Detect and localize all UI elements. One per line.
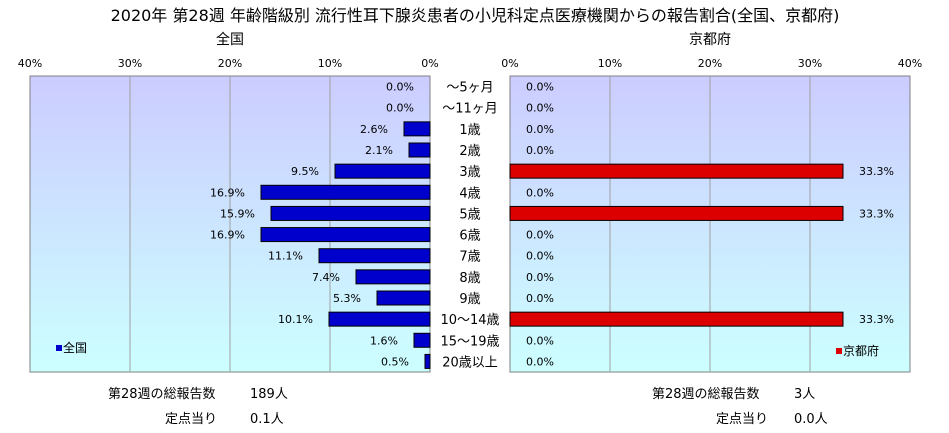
nation-bar (328, 311, 431, 327)
nation-legend: 全国 (56, 340, 87, 355)
kyoto-data-label: 0.0% (526, 123, 554, 136)
kyoto-per-value: 0.0人 (794, 412, 828, 427)
kyoto-data-label: 0.0% (526, 229, 554, 242)
kyoto-data-label: 0.0% (526, 186, 554, 199)
kyoto-bar (509, 205, 844, 221)
kyoto-legend: 京都府 (836, 343, 879, 358)
kyoto-tick-label: 40% (898, 57, 922, 70)
nation-tick-label: 10% (318, 57, 342, 70)
kyoto-data-label: 0.0% (526, 81, 554, 94)
kyoto-data-label: 0.0% (526, 250, 554, 263)
kyoto-bar (509, 163, 844, 179)
kyoto-data-label: 33.3% (859, 165, 894, 178)
kyoto-panel-title: 京都府 (689, 32, 731, 48)
nation-legend-label: 全国 (63, 340, 87, 355)
age-category-label: 7歳 (459, 250, 480, 265)
nation-tick-label: 40% (18, 57, 42, 70)
kyoto-tick-label: 0% (501, 57, 518, 70)
kyoto-data-label: 0.0% (526, 334, 554, 347)
kyoto-data-label: 0.0% (526, 102, 554, 115)
age-category-label: ～11ヶ月 (442, 102, 498, 117)
nation-data-label: 15.9% (220, 207, 255, 220)
kyoto-legend-swatch (836, 348, 842, 354)
nation-panel-title: 全国 (216, 31, 244, 48)
kyoto-data-label: 0.0% (526, 355, 554, 368)
age-category-label: 2歳 (459, 144, 480, 159)
kyoto-data-label: 0.0% (526, 292, 554, 305)
nation-total-label: 第28週の総報告数 (108, 387, 216, 402)
age-category-label: 1歳 (459, 123, 480, 138)
nation-bar (260, 227, 431, 243)
kyoto-data-label: 0.0% (526, 271, 554, 284)
age-category-label: 5歳 (459, 207, 480, 222)
age-category-label: ～5ヶ月 (446, 81, 493, 96)
nation-bar (413, 332, 431, 348)
nation-data-label: 0.5% (381, 355, 409, 368)
nation-data-label: 10.1% (278, 313, 313, 326)
kyoto-data-label: 0.0% (526, 144, 554, 157)
kyoto-per-label: 定点当り (716, 412, 768, 427)
age-category-label: 9歳 (459, 292, 480, 307)
nation-bar (408, 142, 431, 158)
nation-data-label: 0.0% (386, 102, 414, 115)
chart-title: 2020年 第28週 年齢階級別 流行性耳下腺炎患者の小児科定点医療機関からの報… (111, 6, 840, 25)
nation-legend-swatch (56, 345, 62, 351)
nation-tick-label: 30% (118, 57, 142, 70)
nation-bar (318, 248, 431, 264)
kyoto-tick-label: 30% (798, 57, 822, 70)
nation-tick-label: 0% (421, 57, 438, 70)
age-category-label: 20歳以上 (442, 355, 498, 370)
nation-bar (260, 184, 431, 200)
nation-per-label: 定点当り (165, 412, 217, 427)
age-category-label: 3歳 (459, 165, 480, 180)
kyoto-total-label: 第28週の総報告数 (652, 387, 760, 402)
nation-bar (270, 205, 431, 221)
kyoto-tick-label: 10% (598, 57, 622, 70)
kyoto-legend-label: 京都府 (843, 343, 879, 358)
kyoto-data-label: 33.3% (859, 313, 894, 326)
nation-per-value: 0.1人 (250, 412, 284, 427)
nation-data-label: 5.3% (333, 292, 361, 305)
nation-data-label: 2.1% (365, 144, 393, 157)
age-category-label: 4歳 (459, 186, 480, 201)
nation-data-label: 9.5% (291, 165, 319, 178)
nation-data-label: 2.6% (360, 123, 388, 136)
age-category-label: 8歳 (459, 271, 480, 286)
nation-bar (403, 121, 431, 137)
nation-bar (334, 163, 431, 179)
kyoto-tick-label: 20% (698, 57, 722, 70)
kyoto-total-value: 3人 (794, 387, 815, 402)
nation-data-label: 16.9% (210, 229, 245, 242)
nation-tick-label: 20% (218, 57, 242, 70)
nation-bar (355, 269, 431, 285)
kyoto-data-label: 33.3% (859, 207, 894, 220)
nation-bar (376, 290, 431, 306)
age-category-label: 6歳 (459, 229, 480, 244)
nation-data-label: 16.9% (210, 186, 245, 199)
nation-data-label: 0.0% (386, 81, 414, 94)
nation-data-label: 7.4% (312, 271, 340, 284)
kyoto-bar (509, 311, 844, 327)
age-category-label: 10～14歳 (440, 313, 499, 328)
nation-data-label: 1.6% (370, 334, 398, 347)
nation-data-label: 11.1% (268, 250, 303, 263)
age-category-label: 15～19歳 (440, 334, 499, 349)
nation-bar (424, 353, 431, 369)
nation-total-value: 189人 (250, 387, 288, 402)
